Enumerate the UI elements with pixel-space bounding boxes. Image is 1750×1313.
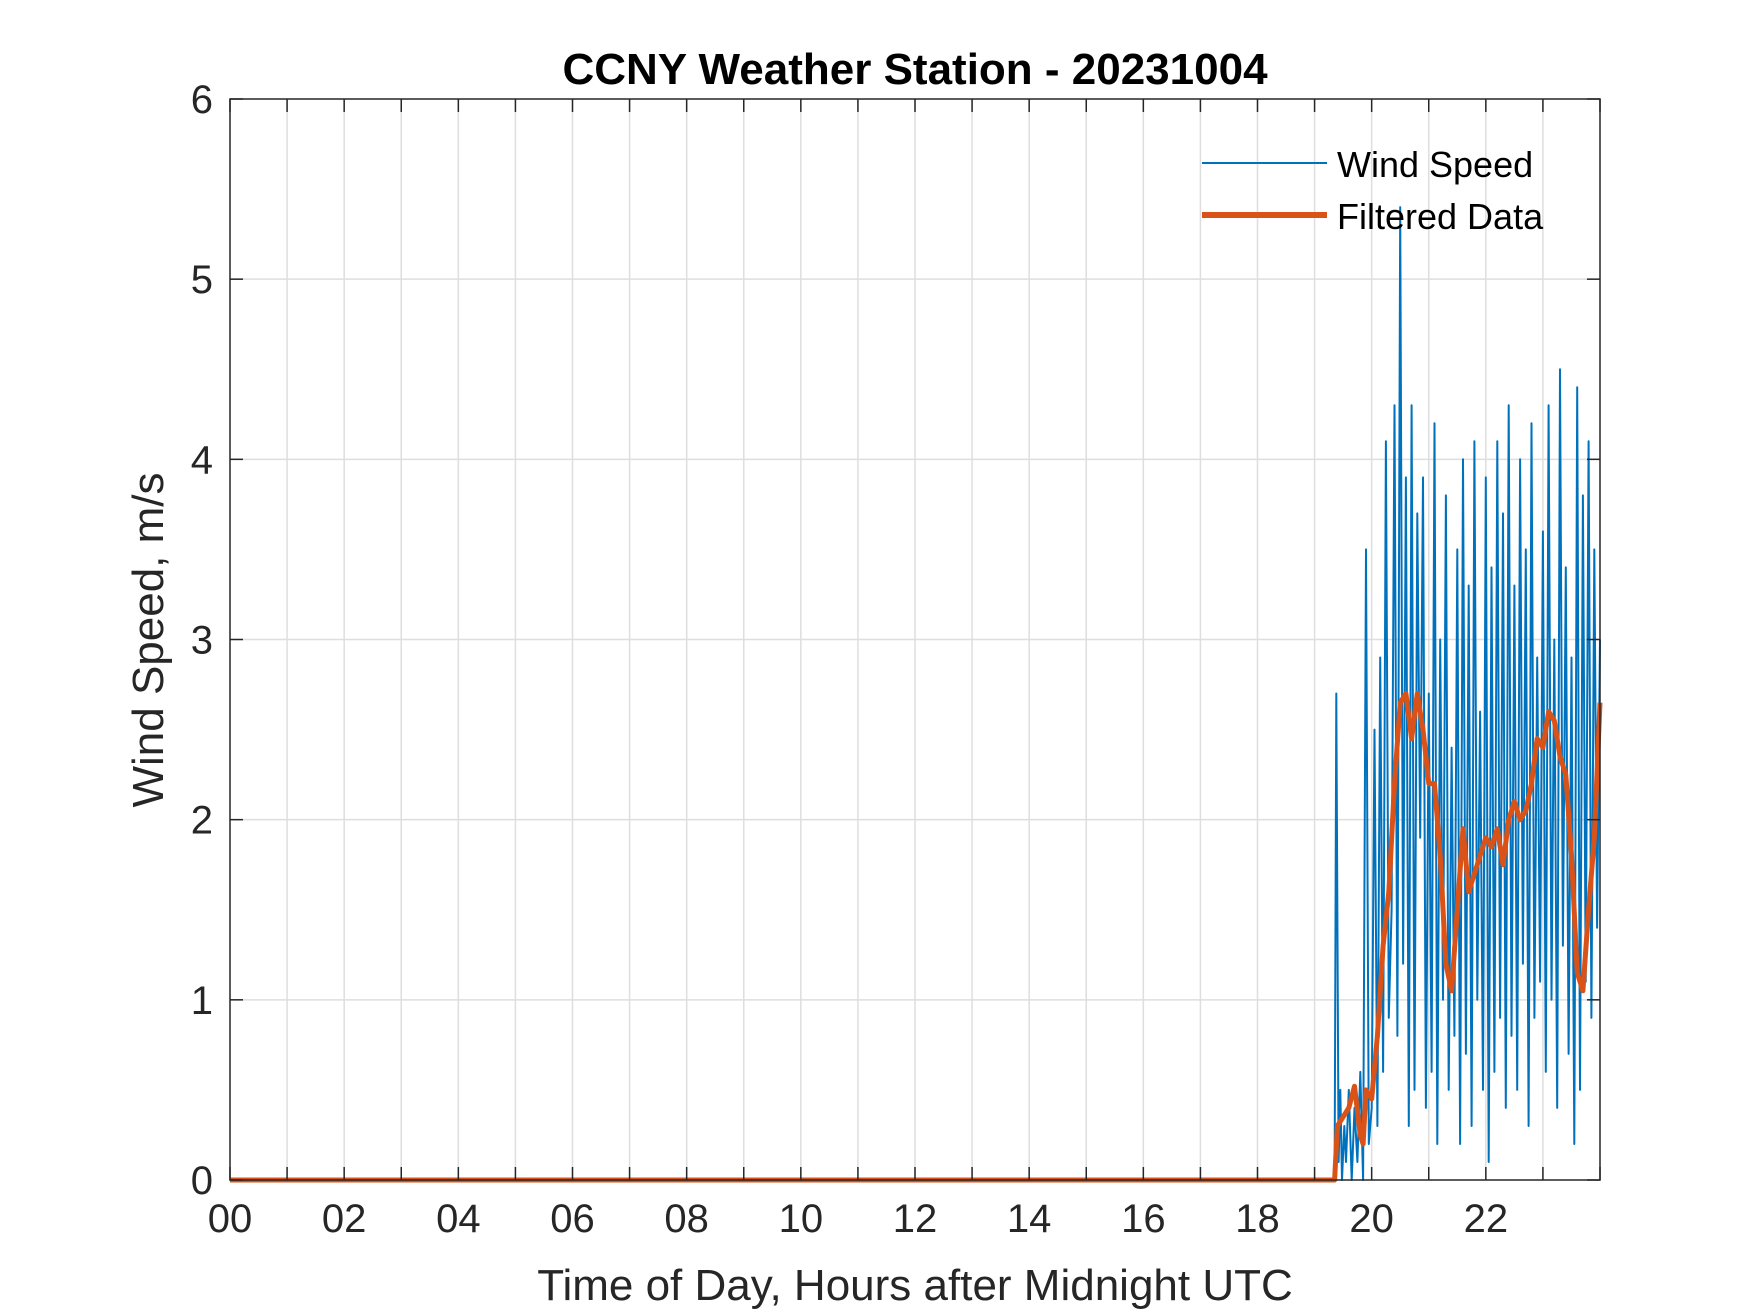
x-tick-label: 08 [664, 1197, 709, 1241]
x-tick-label: 02 [322, 1197, 367, 1241]
x-tick-label: 06 [550, 1197, 595, 1241]
grid-layer [230, 99, 1600, 1180]
chart-title: CCNY Weather Station - 20231004 [562, 45, 1268, 94]
x-tick-label: 00 [208, 1197, 253, 1241]
x-axis-label: Time of Day, Hours after Midnight UTC [537, 1261, 1293, 1310]
x-tick-label: 18 [1235, 1197, 1280, 1241]
x-tick-label: 22 [1464, 1197, 1509, 1241]
series-line-filtered-data [230, 691, 1603, 1183]
y-tick-label: 1 [191, 979, 213, 1023]
series-layer [230, 206, 1603, 1183]
x-tick-label: 04 [436, 1197, 481, 1241]
legend-label-wind-speed: Wind Speed [1337, 144, 1533, 185]
x-tick-label: 14 [1007, 1197, 1052, 1241]
legend: Wind Speed Filtered Data [1202, 144, 1544, 237]
y-tick-label: 2 [191, 799, 213, 843]
y-tick-label: 5 [191, 258, 213, 302]
y-tick-label: 4 [191, 438, 213, 482]
x-tick-label: 20 [1349, 1197, 1394, 1241]
legend-label-filtered-data: Filtered Data [1337, 196, 1544, 237]
x-tick-label: 10 [779, 1197, 824, 1241]
y-axis-label: Wind Speed, m/s [124, 472, 173, 807]
y-tick-label: 6 [191, 78, 213, 122]
y-tick-label: 0 [191, 1159, 213, 1203]
series-line-wind-speed [230, 206, 1601, 1181]
x-tick-label: 16 [1121, 1197, 1166, 1241]
y-tick-label: 3 [191, 619, 213, 663]
x-tick-label: 12 [893, 1197, 938, 1241]
